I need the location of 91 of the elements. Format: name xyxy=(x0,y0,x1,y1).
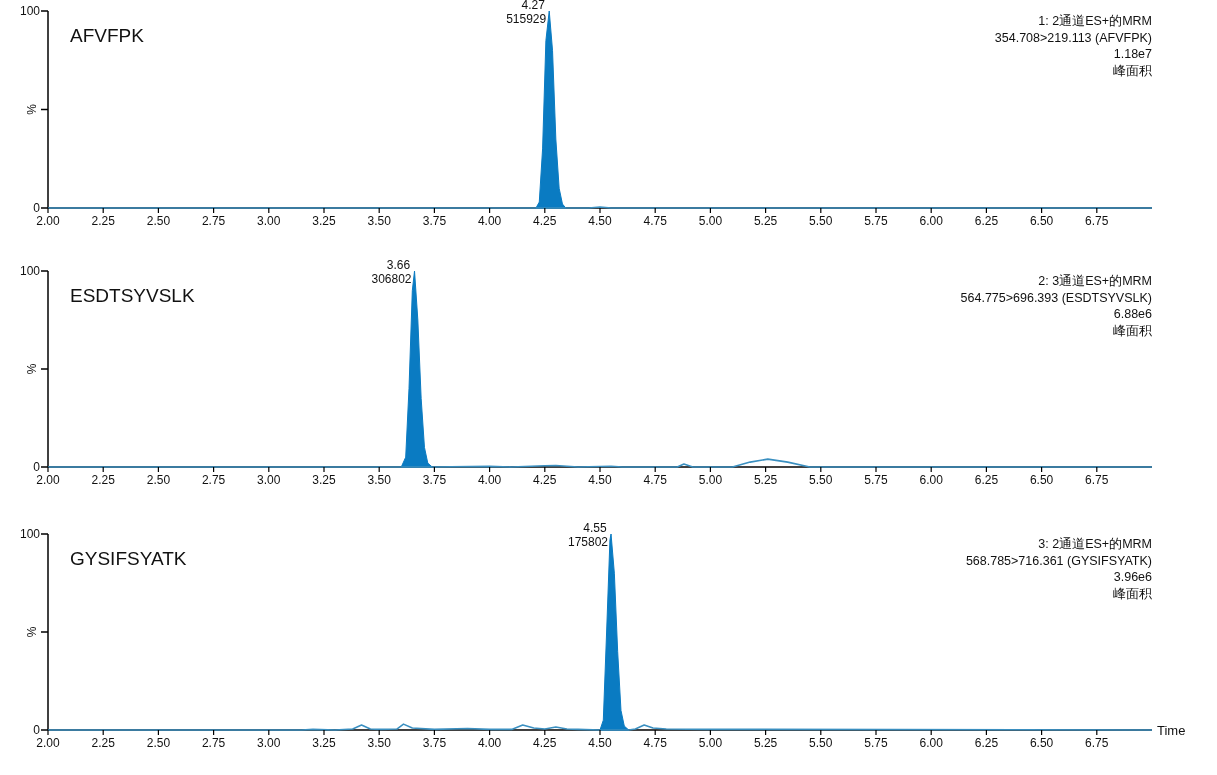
annotation: 568.785>716.361 (GYSIFSYATK) xyxy=(965,553,1152,568)
x-tick-label: 6.25 xyxy=(974,214,999,228)
x-tick-label: 2.75 xyxy=(201,736,226,750)
x-tick-label: 6.75 xyxy=(1085,473,1109,487)
x-tick-label: 4.50 xyxy=(588,473,612,487)
x-tick-label: 5.25 xyxy=(753,736,778,750)
x-tick-label: 3.00 xyxy=(257,736,281,750)
x-axis-title: Time xyxy=(1157,723,1186,738)
y-tick-label: 0 xyxy=(33,201,41,215)
y-tick-label: 100 xyxy=(19,527,41,541)
y-tick-label: 100 xyxy=(19,264,41,278)
x-tick-label: 5.75 xyxy=(864,736,888,750)
x-tick-label: 4.50 xyxy=(588,214,612,228)
y-axis-title: % xyxy=(25,103,39,115)
x-tick-label: 4.00 xyxy=(477,736,502,750)
annotation: 3: 2通道ES+的MRM xyxy=(1038,537,1152,551)
x-tick-label: 3.00 xyxy=(257,214,281,228)
y-tick-label: 0 xyxy=(33,723,41,737)
x-tick-label: 5.25 xyxy=(753,214,778,228)
x-tick-label: 4.25 xyxy=(533,214,557,228)
x-tick-label: 2.25 xyxy=(91,736,116,750)
y-axis-title: % xyxy=(25,626,39,638)
x-tick-label: 3.25 xyxy=(312,473,336,487)
x-tick-label: 2.00 xyxy=(36,214,60,228)
annotation: 峰面积 xyxy=(1113,586,1152,601)
x-tick-label: 2.75 xyxy=(201,214,226,228)
x-tick-label: 5.75 xyxy=(864,214,888,228)
x-tick-label: 4.75 xyxy=(643,214,668,228)
annotation: 6.88e6 xyxy=(1113,307,1153,321)
x-tick-label: 5.75 xyxy=(864,473,888,487)
x-tick-label: 5.50 xyxy=(809,736,833,750)
x-tick-label: 2.25 xyxy=(91,473,116,487)
y-tick-label: 100 xyxy=(19,4,41,18)
x-tick-label: 4.00 xyxy=(477,214,502,228)
annotation: 354.708>219.113 (AFVFPK) xyxy=(994,30,1152,45)
annotation: 1: 2通道ES+的MRM xyxy=(1038,14,1152,28)
x-tick-label: 2.50 xyxy=(146,214,171,228)
x-tick-label: 5.00 xyxy=(698,473,723,487)
annotation: 3.96e6 xyxy=(1113,570,1153,584)
x-tick-label: 2.50 xyxy=(146,473,171,487)
x-tick-label: 5.25 xyxy=(753,473,778,487)
x-tick-label: 6.00 xyxy=(919,736,944,750)
text: AFVFPK xyxy=(70,25,145,46)
annotation: 4.27 xyxy=(521,0,546,12)
x-tick-label: 6.50 xyxy=(1029,473,1054,487)
x-tick-label: 2.25 xyxy=(91,214,116,228)
x-tick-label: 4.75 xyxy=(643,473,668,487)
x-tick-label: 2.75 xyxy=(201,473,226,487)
y-axis-title: % xyxy=(25,363,39,375)
y-tick-label: 0 xyxy=(33,460,41,474)
x-tick-label: 4.25 xyxy=(533,473,557,487)
x-tick-label: 6.75 xyxy=(1085,736,1109,750)
x-tick-label: 6.50 xyxy=(1029,736,1054,750)
x-tick-label: 2.50 xyxy=(146,736,171,750)
x-tick-label: 2.00 xyxy=(36,736,60,750)
annotation: 515929 xyxy=(506,12,547,26)
x-tick-label: 6.00 xyxy=(919,473,944,487)
x-tick-label: 6.50 xyxy=(1029,214,1054,228)
annotation: 3.66 xyxy=(386,258,411,272)
annotation: 4.55 xyxy=(583,521,608,535)
annotation: 峰面积 xyxy=(1113,63,1152,78)
x-tick-label: 3.00 xyxy=(257,473,281,487)
x-tick-label: 3.25 xyxy=(312,736,336,750)
annotation: 2: 3通道ES+的MRM xyxy=(1038,274,1152,288)
x-tick-label: 3.50 xyxy=(367,736,392,750)
x-tick-label: 3.75 xyxy=(422,473,447,487)
x-tick-label: 3.25 xyxy=(312,214,336,228)
x-tick-label: 3.50 xyxy=(367,473,392,487)
x-tick-label: 4.75 xyxy=(643,736,668,750)
x-tick-label: 5.00 xyxy=(698,736,723,750)
x-tick-label: 4.25 xyxy=(533,736,557,750)
annotation: 1.18e7 xyxy=(1113,47,1153,61)
annotation: 306802 xyxy=(371,272,412,286)
annotation: 564.775>696.393 (ESDTSYVSLK) xyxy=(960,290,1152,305)
text: GYSIFSYATK xyxy=(70,548,187,569)
x-tick-label: 5.50 xyxy=(809,473,833,487)
x-tick-label: 3.75 xyxy=(422,214,447,228)
x-tick-label: 4.00 xyxy=(477,473,502,487)
x-tick-label: 3.75 xyxy=(422,736,447,750)
x-tick-label: 3.50 xyxy=(367,214,392,228)
x-tick-label: 5.50 xyxy=(809,214,833,228)
x-tick-label: 5.00 xyxy=(698,214,723,228)
x-tick-label: 6.75 xyxy=(1085,214,1109,228)
x-tick-label: 4.50 xyxy=(588,736,612,750)
annotation: 峰面积 xyxy=(1113,323,1152,338)
x-tick-label: 6.25 xyxy=(974,736,999,750)
annotation: 175802 xyxy=(567,535,609,549)
text: ESDTSYVSLK xyxy=(70,285,195,306)
x-tick-label: 6.25 xyxy=(974,473,999,487)
x-tick-label: 6.00 xyxy=(919,214,944,228)
x-tick-label: 2.00 xyxy=(36,473,60,487)
